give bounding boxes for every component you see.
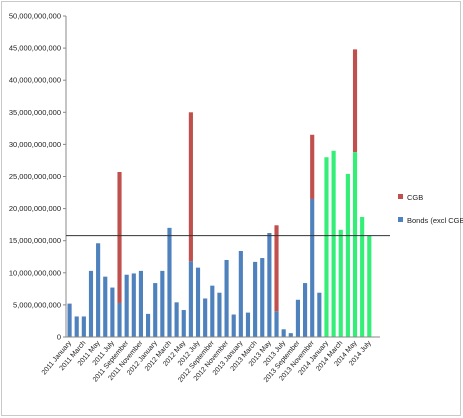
bar-bonds-excl-cgb (103, 276, 108, 337)
bar-bonds-excl-cgb (267, 232, 272, 337)
bar-bonds-excl-cgb (124, 274, 129, 337)
bar-bonds-excl-cgb (138, 270, 144, 337)
legend-swatch-cgb (398, 194, 403, 199)
bar-bonds-excl-cgb (160, 270, 165, 337)
bar-bonds-excl-cgb (131, 273, 136, 337)
bar-cgb (310, 134, 315, 199)
y-tick-label: 50,000,000,000 (9, 12, 61, 21)
bar-bonds-excl-cgb (88, 270, 94, 337)
bar-bonds-excl-cgb (288, 333, 293, 337)
legend-swatch-bonds (398, 217, 403, 222)
y-tick-label: 15,000,000,000 (9, 236, 61, 245)
bar-highlight (324, 157, 329, 337)
bar-cgb (188, 112, 193, 262)
bar-bonds-excl-cgb (174, 302, 179, 337)
bar-bonds-excl-cgb (110, 287, 115, 337)
legend-label-bonds: Bonds (excl CGB) (407, 216, 463, 225)
bar-bonds-excl-cgb (281, 329, 286, 337)
y-tick-label: 20,000,000,000 (9, 204, 61, 213)
legend: CGB Bonds (excl CGB) (398, 193, 463, 225)
y-tick-label: 30,000,000,000 (9, 140, 61, 149)
bar-bonds-excl-cgb (181, 310, 186, 337)
y-tick-label: 10,000,000,000 (9, 268, 61, 277)
legend-label-cgb: CGB (407, 193, 423, 202)
bar-bonds-excl-cgb (253, 261, 258, 337)
y-tick-label: 45,000,000,000 (9, 44, 61, 53)
bar-highlight (352, 152, 358, 337)
bar-cgb (352, 49, 358, 153)
bar-bonds-excl-cgb (245, 312, 251, 337)
bar-bonds-excl-cgb (167, 227, 172, 337)
bar-highlight (338, 229, 343, 337)
bar-bonds-excl-cgb (302, 283, 308, 337)
bars (67, 49, 372, 337)
bar-cgb (274, 225, 279, 312)
bar-bonds-excl-cgb (274, 311, 279, 337)
bar-bonds-excl-cgb (231, 314, 236, 337)
y-tick-label: 25,000,000,000 (9, 172, 61, 181)
bar-bonds-excl-cgb (145, 313, 151, 337)
bar-bonds-excl-cgb (195, 267, 201, 337)
bar-bonds-excl-cgb (188, 261, 193, 337)
bar-bonds-excl-cgb (210, 285, 215, 337)
bar-bonds-excl-cgb (317, 292, 322, 337)
bar-bonds-excl-cgb (310, 198, 315, 337)
y-axis: 0 5,000,000,000 10,000,000,000 15,000,000,0… (9, 12, 67, 342)
bar-bonds-excl-cgb (81, 316, 86, 337)
bar-bonds-excl-cgb (67, 303, 72, 337)
bar-bonds-excl-cgb (203, 298, 208, 337)
bar-bonds-excl-cgb (224, 259, 229, 337)
bar-highlight (345, 173, 350, 337)
bar-highlight (360, 216, 365, 337)
bar-bonds-excl-cgb (238, 250, 243, 337)
bar-bonds-excl-cgb (96, 243, 101, 337)
bar-highlight (331, 150, 336, 337)
y-tick-label: 40,000,000,000 (9, 76, 61, 85)
bar-bonds-excl-cgb (217, 292, 222, 337)
bar-highlight (367, 235, 372, 337)
bar-bonds-excl-cgb (74, 316, 79, 337)
bar-cgb (117, 172, 122, 303)
y-tick-label: 5,000,000,000 (13, 300, 61, 309)
bar-bonds-excl-cgb (260, 258, 265, 337)
y-tick-label: 0 (57, 333, 61, 342)
bar-bonds-excl-cgb (153, 283, 158, 337)
bar-bonds-excl-cgb (117, 302, 122, 337)
bar-bonds-excl-cgb (295, 299, 301, 337)
y-tick-label: 35,000,000,000 (9, 108, 61, 117)
